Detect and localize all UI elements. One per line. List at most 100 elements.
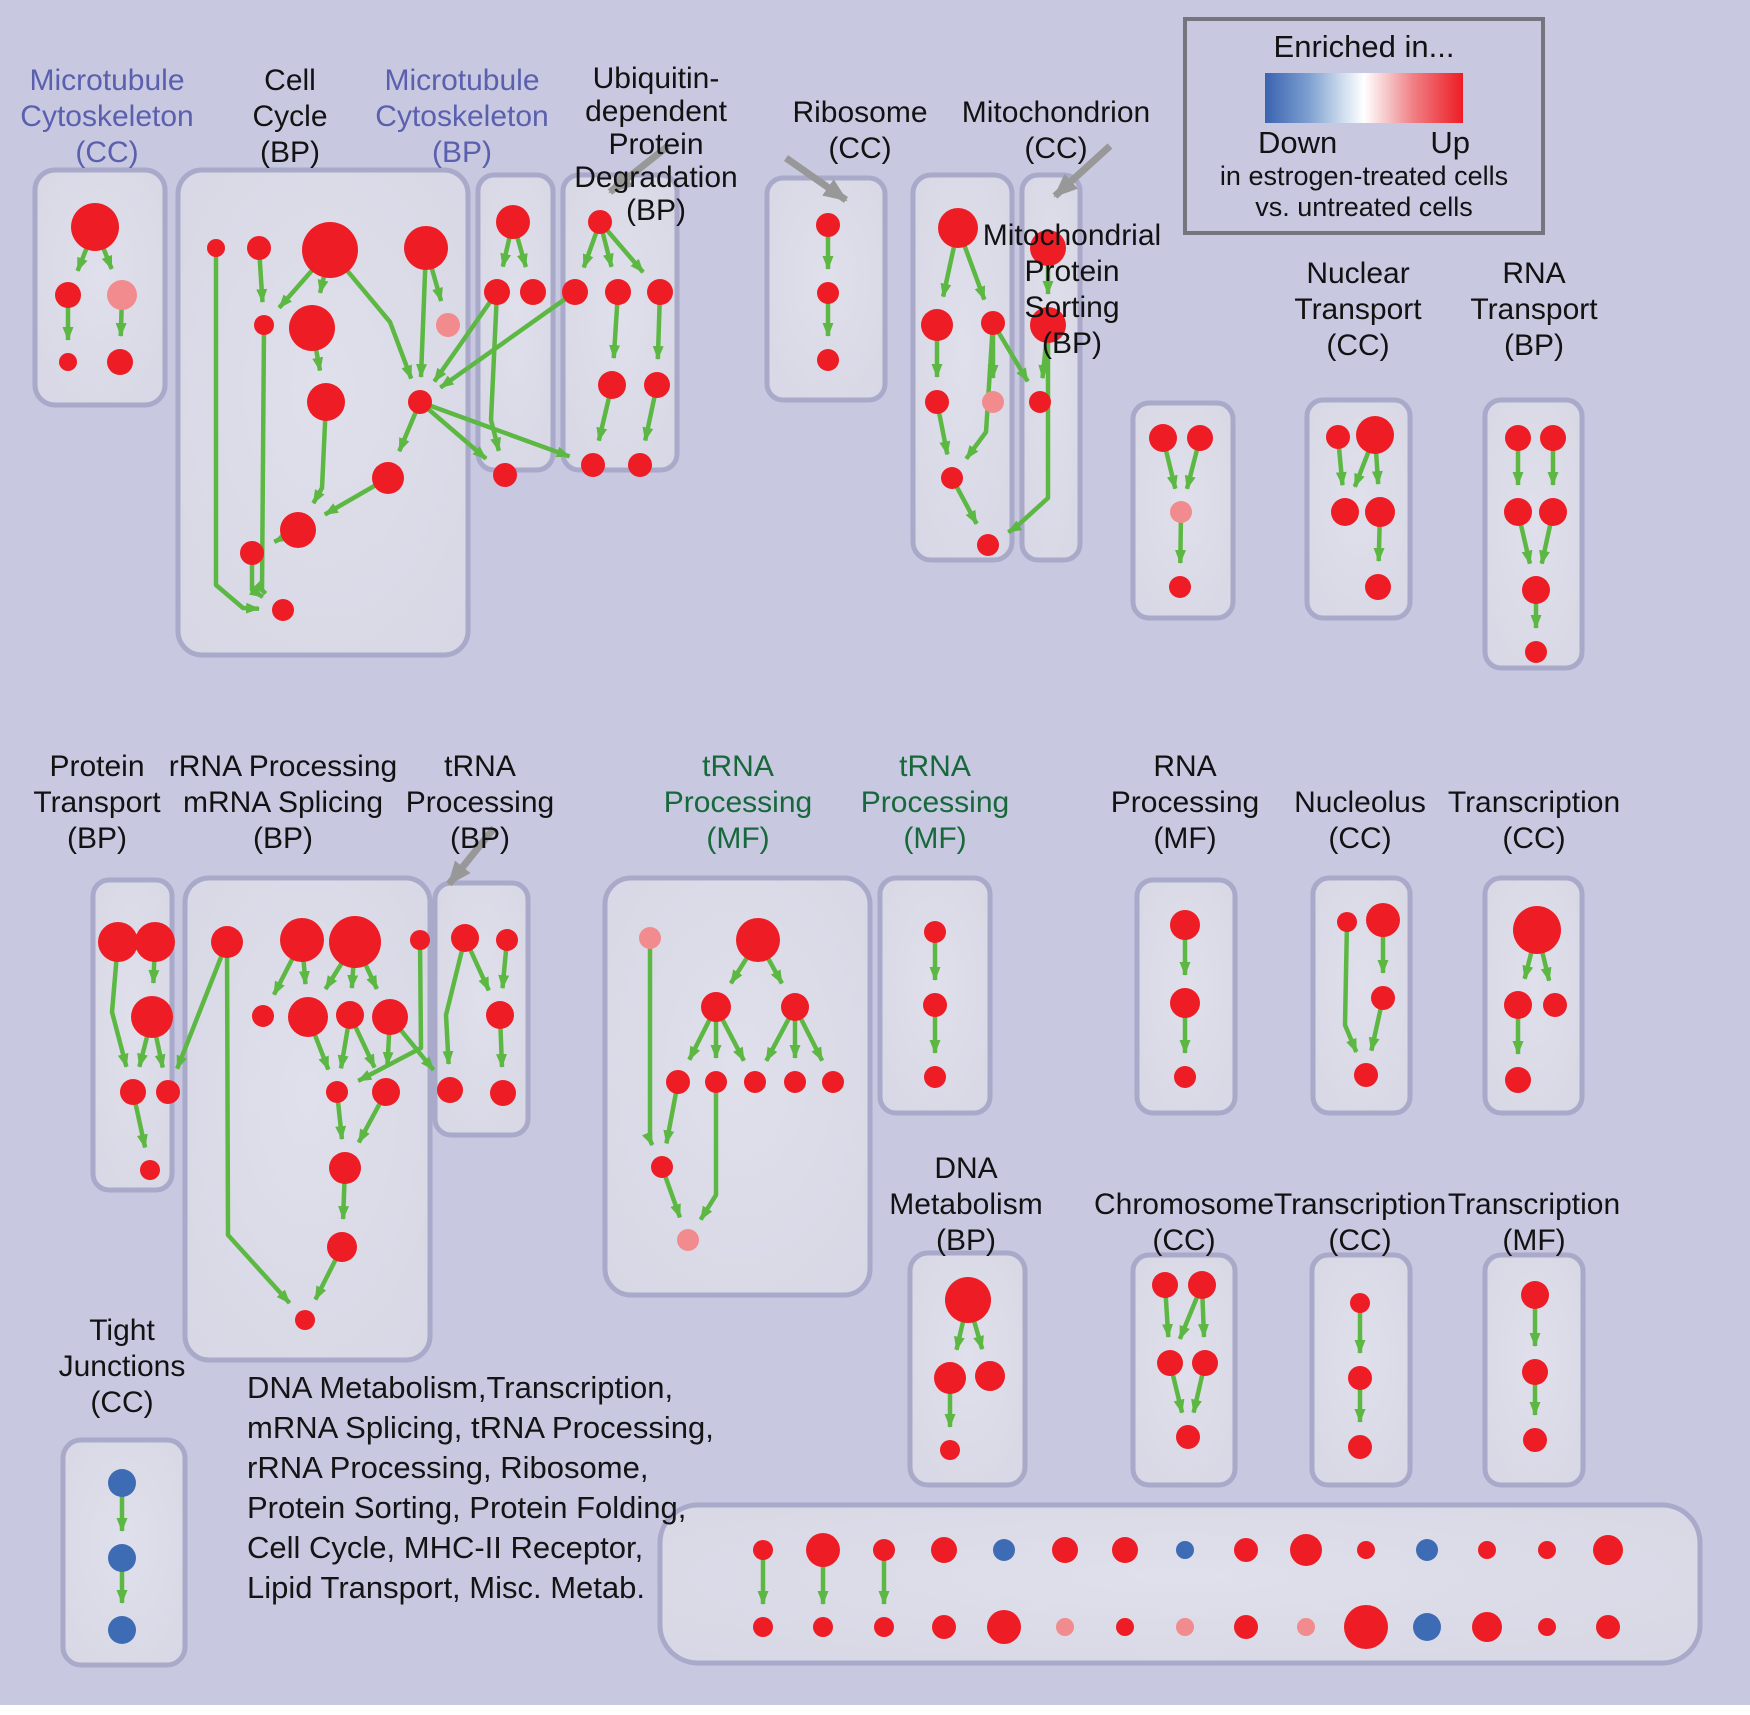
node-cc-9	[372, 462, 404, 494]
callout-arrow-icon	[446, 825, 497, 887]
node-ptrans-5	[140, 1160, 160, 1180]
node-ribo-2	[981, 311, 1005, 335]
edge-arrow	[964, 322, 996, 461]
node-mtcc-1	[55, 282, 81, 308]
node-ntrans-0	[1326, 425, 1350, 449]
node-mito-2	[1029, 391, 1051, 413]
label-tmfb: Transcription (MF)	[1448, 1188, 1620, 1257]
edge-arrow	[439, 290, 577, 390]
node-misc-14	[1593, 1535, 1623, 1565]
node-cc-11	[240, 541, 264, 565]
node-misc-23	[1234, 1615, 1258, 1639]
node-rtrans-2	[1504, 498, 1532, 526]
node-misc-7	[1176, 1541, 1194, 1559]
node-nucl-0	[1337, 912, 1357, 932]
node-rrna-0	[211, 926, 243, 958]
node-tmf-10	[677, 1229, 699, 1251]
node-rtrans-4	[1522, 576, 1550, 604]
node-tmf-1	[736, 918, 780, 962]
node-ubiq1-1	[562, 279, 588, 305]
callout-arrow-icon	[1052, 143, 1113, 199]
misc-text-line: DNA Metabolism,Transcription,	[247, 1370, 674, 1405]
node-misc-4	[993, 1539, 1015, 1561]
node-nucl-3	[1354, 1063, 1378, 1087]
node-cc-5	[289, 305, 335, 351]
node-tmfb-0	[1521, 1281, 1549, 1309]
node-ptrans-3	[120, 1079, 146, 1105]
node-rrna-7	[372, 999, 408, 1035]
node-ribo-4	[982, 391, 1004, 413]
node-misc-28	[1538, 1618, 1556, 1636]
label-rrna: rRNA Processing mRNA Splicing (BP)	[169, 750, 397, 855]
label-nucl: Nucleolus (CC)	[1294, 786, 1426, 855]
node-tcc1-3	[1505, 1067, 1531, 1093]
node-ntrans-3	[1365, 497, 1395, 527]
node-ubiq1-3	[647, 279, 673, 305]
node-misc-9	[1290, 1534, 1322, 1566]
node-msort-3	[1169, 576, 1191, 598]
node-ptrans-0	[98, 922, 138, 962]
node-ubiq1-4	[598, 371, 626, 399]
cluster-box-dnam	[907, 1250, 1028, 1488]
node-ribo-0	[938, 208, 978, 248]
node-misc-6	[1112, 1537, 1138, 1563]
node-tmf-5	[705, 1071, 727, 1093]
node-rrna-6	[336, 1001, 364, 1029]
label-tmf: tRNA Processing (MF)	[664, 750, 812, 855]
node-ubiq2-2	[817, 349, 839, 371]
layer-labels: Microtubule Cytoskeleton (CC) Cell Cycle (BP)…	[20, 62, 1620, 1419]
label-ubiq: Ubiquitin-dependent Protein Degradation (BP…	[574, 62, 737, 227]
label-cc: Cell Cycle (BP)	[252, 64, 327, 169]
label-msort: Mitochondrial Protein Sorting (BP)	[983, 219, 1161, 360]
node-cc-10	[280, 512, 316, 548]
node-rrna-2	[329, 916, 381, 968]
node-rrna-8	[326, 1081, 348, 1103]
edge-arrow	[213, 248, 261, 614]
node-dnam-0	[945, 1277, 991, 1323]
node-mito-0	[1030, 230, 1066, 266]
callout-arrow-icon	[607, 143, 671, 195]
edge-arrow	[109, 941, 129, 1068]
node-nucl-2	[1371, 986, 1395, 1010]
cluster-box-chrom	[1130, 1252, 1238, 1488]
node-rproc-2	[1174, 1066, 1196, 1088]
label-mtcc: Microtubule Cytoskeleton (CC)	[20, 64, 193, 169]
node-rtrans-0	[1505, 425, 1531, 451]
node-cc-0	[207, 239, 225, 257]
label-ptrans: Protein Transport (BP)	[33, 750, 161, 855]
node-misc-1	[806, 1533, 840, 1567]
edge-arrow	[698, 1082, 719, 1221]
cluster-box-misc	[657, 1502, 1703, 1666]
edge-arrow	[175, 941, 230, 1070]
node-rproc-0	[1170, 910, 1200, 940]
node-ribo-5	[941, 467, 963, 489]
edge-arrow	[418, 400, 488, 461]
legend-up-label: Up	[1430, 125, 1470, 160]
node-misc-19	[987, 1610, 1021, 1644]
node-ntrans-1	[1356, 416, 1394, 454]
node-tbp-2	[486, 1001, 514, 1029]
node-misc-18	[932, 1615, 956, 1639]
node-rrna-9	[372, 1078, 400, 1106]
layer-nodes	[55, 203, 1623, 1649]
node-tj-1	[108, 1544, 136, 1572]
cluster-box-rtrans	[1482, 397, 1585, 671]
edge-arrow	[248, 553, 265, 599]
label-mbp: Microtubule Cytoskeleton (BP)	[375, 64, 548, 169]
node-tj-0	[108, 1469, 136, 1497]
label-tmf2: tRNA Processing (MF)	[861, 750, 1009, 855]
node-mtcc-4	[107, 349, 133, 375]
node-tcc1-2	[1543, 993, 1567, 1017]
node-msort-2	[1170, 501, 1192, 523]
label-mito: Mitochondrion (CC)	[962, 96, 1150, 165]
label-dnam: DNA Metabolism (BP)	[889, 1152, 1042, 1257]
legend-subtitle-1: in estrogen-treated cells	[1219, 161, 1509, 191]
node-cc-4	[254, 315, 274, 335]
node-misc-0	[753, 1540, 773, 1560]
node-rrna-1	[280, 918, 324, 962]
node-misc-21	[1116, 1618, 1134, 1636]
node-ribo-1	[921, 309, 953, 341]
node-chrom-1	[1188, 1271, 1216, 1299]
node-misc-15	[753, 1617, 773, 1637]
